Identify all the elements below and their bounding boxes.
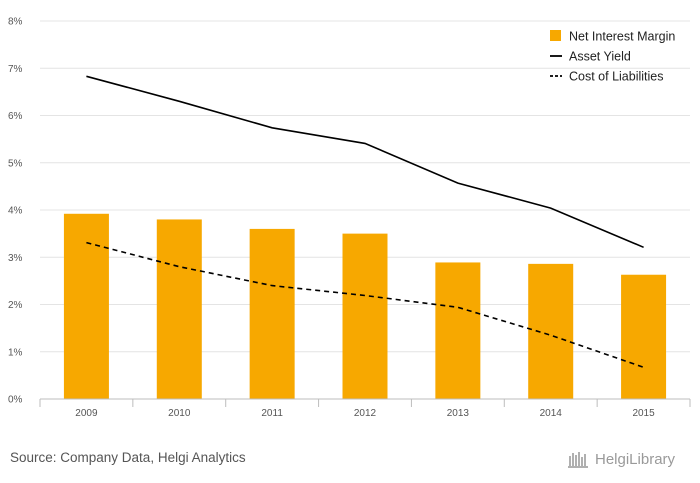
x-tick-label: 2011 [261,408,283,419]
bar-net-interest-margin [621,274,667,399]
chart: 0%1%2%3%4%5%6%7%8% 2009 2010 2011 2012 2013 2… [8,17,691,419]
bar-net-interest-margin [435,262,481,399]
bar-net-interest-margin [528,263,574,399]
y-axis-ticks: 0% 1% 2% 3% 4% 5% 6% 7% 8% [8,17,23,406]
library-books-icon [568,452,588,468]
bar-net-interest-margin [63,213,109,399]
legend: Net Interest Margin Asset Yield Cost of Li… [550,30,675,84]
y-tick-label: 2% [8,300,23,311]
line-asset-yield [86,75,644,249]
helgi-library-logo: HelgiLibrary [568,448,675,470]
source-note: Source: Company Data, Helgi Analytics [10,450,246,465]
bar-net-interest-margin [156,219,202,399]
bar-series [63,213,667,399]
x-tick-label: 2009 [75,408,98,419]
bar-net-interest-margin [249,228,295,399]
legend-label: Asset Yield [569,50,631,64]
x-axis: 2009 2010 2011 2012 2013 2014 2015 [39,398,691,419]
legend-label: Net Interest Margin [569,30,675,44]
y-tick-label: 8% [8,17,23,28]
logo-text: HelgiLibrary [595,450,676,468]
x-tick-label: 2013 [447,408,470,419]
y-tick-label: 6% [8,111,23,122]
x-tick-label: 2012 [354,408,377,419]
legend-label: Cost of Liabilities [569,70,664,84]
x-tick-label: 2010 [168,408,191,419]
y-tick-label: 4% [8,206,23,217]
y-tick-label: 0% [8,395,23,406]
y-tick-label: 1% [8,347,23,358]
x-tick-label: 2014 [540,408,563,419]
y-tick-label: 7% [8,64,23,75]
line-series [86,75,644,369]
y-tick-label: 5% [8,158,23,169]
bar-net-interest-margin [342,233,388,399]
legend-swatch-bar [550,30,561,41]
y-tick-label: 3% [8,253,23,264]
x-tick-label: 2015 [632,408,655,419]
